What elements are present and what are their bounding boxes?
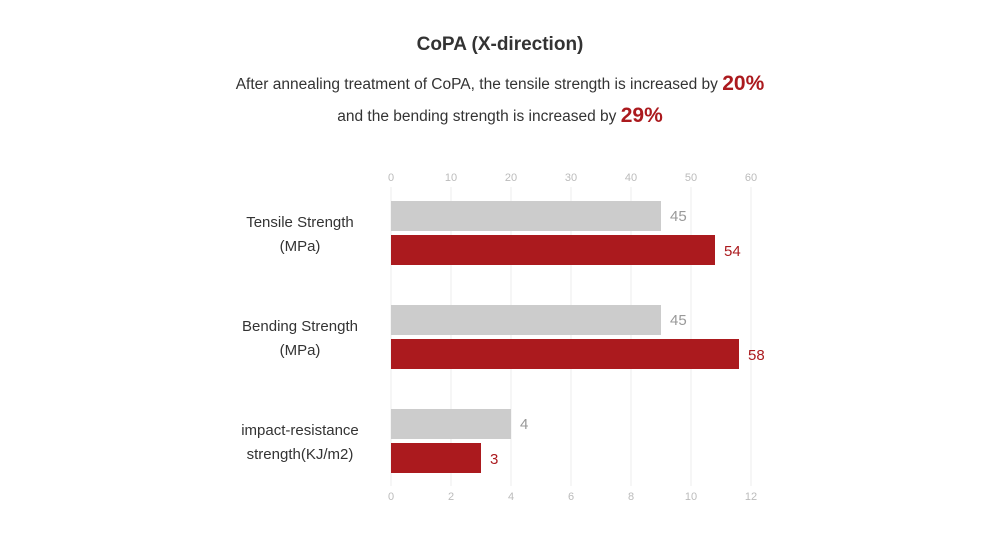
top-axis-tick-label: 20 [505, 172, 517, 184]
bar-before-annealing [391, 409, 511, 439]
bottom-axis-tick-label: 4 [508, 491, 514, 503]
subtitle-text-2: and the bending strength is increased by [337, 108, 621, 125]
category-label: impact-resistance [241, 422, 359, 439]
bar-after-annealing [391, 235, 715, 265]
bottom-axis-tick-label: 8 [628, 491, 634, 503]
category-label-unit: (MPa) [280, 342, 321, 359]
top-axis-tick-label: 0 [388, 172, 394, 184]
category-label: Bending Strength [242, 318, 358, 335]
data-label-before: 45 [670, 208, 687, 225]
subtitle-line-2: and the bending strength is increased by… [0, 104, 1000, 128]
bar-before-annealing [391, 305, 661, 335]
data-label-before: 4 [520, 416, 528, 433]
bottom-axis-tick-label: 0 [388, 491, 394, 503]
bottom-axis-tick-label: 10 [685, 491, 697, 503]
data-label-after: 58 [748, 347, 765, 364]
chart-title: CoPA (X-direction) [416, 34, 584, 55]
category-label-unit: (MPa) [280, 238, 321, 255]
bottom-axis-tick-label: 12 [745, 491, 757, 503]
data-label-after: 54 [724, 243, 741, 260]
top-axis-tick-label: 60 [745, 172, 757, 184]
subtitle-line-1: After annealing treatment of CoPA, the t… [0, 72, 1000, 96]
category-label: Tensile Strength [246, 214, 354, 231]
tensile-increase-value: 20% [722, 72, 765, 95]
bottom-axis-tick-label: 6 [568, 491, 574, 503]
bottom-axis-tick-label: 2 [448, 491, 454, 503]
top-axis-tick-label: 40 [625, 172, 637, 184]
bar-after-annealing [391, 443, 481, 473]
bar-after-annealing [391, 339, 739, 369]
data-label-before: 45 [670, 312, 687, 329]
subtitle-text-1: After annealing treatment of CoPA, the t… [235, 76, 723, 93]
top-axis-tick-label: 50 [685, 172, 697, 184]
category-label-unit: strength(KJ/m2) [247, 446, 354, 463]
bar-before-annealing [391, 201, 661, 231]
bending-increase-value: 29% [620, 104, 663, 127]
top-axis-tick-label: 30 [565, 172, 577, 184]
top-axis-tick-label: 10 [445, 172, 457, 184]
data-label-after: 3 [490, 451, 498, 468]
